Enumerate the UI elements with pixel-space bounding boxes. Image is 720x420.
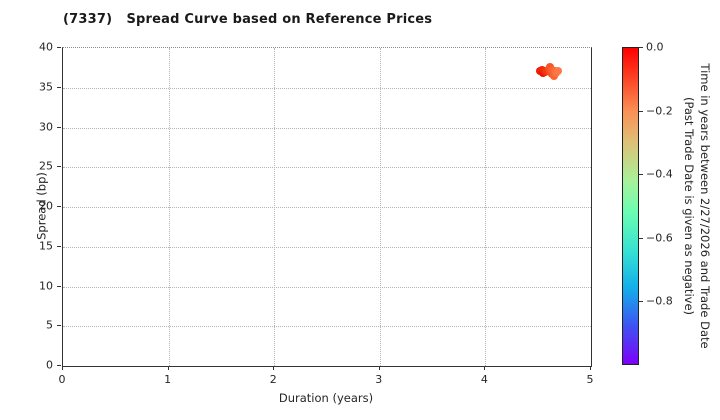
y-tick-mark — [57, 285, 61, 287]
chart-title: (7337) Spread Curve based on Reference P… — [63, 12, 433, 27]
y-tick-mark — [57, 47, 61, 48]
y-tick-mark — [57, 365, 61, 366]
y-tick-mark — [57, 206, 61, 207]
x-tick-mark — [484, 366, 486, 370]
colorbar-tick-mark — [639, 237, 643, 239]
colorbar-label-line1: Time in years between 2/27/2026 and Trad… — [698, 63, 712, 349]
colorbar-tick-label: −0.6 — [646, 231, 673, 245]
colorbar-tick-mark — [639, 47, 643, 48]
y-tick-label: 15 — [39, 239, 53, 253]
y-tick-label: 30 — [39, 120, 53, 133]
x-tick-label: 0 — [58, 373, 66, 386]
colorbar-tick-mark — [639, 174, 643, 176]
y-tick-mark — [57, 325, 61, 327]
x-tick-label: 1 — [164, 373, 172, 386]
y-tick-mark — [57, 86, 61, 88]
y-gridline — [63, 246, 591, 248]
colorbar-tick-label: −0.2 — [646, 104, 673, 118]
y-gridline — [63, 326, 591, 328]
colorbar-tick-label: −0.4 — [646, 167, 673, 181]
y-tick-label: 25 — [39, 159, 53, 173]
y-gridline — [63, 207, 591, 208]
colorbar-label: Time in years between 2/27/2026 and Trad… — [681, 63, 713, 348]
colorbar-tick-mark — [639, 110, 643, 112]
x-tick-label: 5 — [586, 373, 594, 386]
y-tick-mark — [57, 245, 61, 247]
y-gridline — [63, 87, 591, 89]
y-tick-label: 10 — [39, 279, 53, 292]
y-tick-label: 20 — [39, 199, 53, 213]
colorbar-tick-label: 0.0 — [646, 40, 664, 54]
x-tick-mark — [378, 366, 380, 370]
y-tick-mark — [57, 166, 61, 168]
y-tick-label: 40 — [39, 40, 53, 54]
y-tick-label: 5 — [46, 318, 53, 332]
x-tick-mark — [590, 366, 591, 370]
y-tick-label: 35 — [39, 80, 53, 94]
plot-area — [62, 47, 592, 367]
scatter-point — [553, 67, 562, 76]
colorbar-tick-label: −0.8 — [646, 294, 673, 308]
y-gridline — [63, 167, 591, 169]
x-tick-mark — [273, 366, 275, 370]
colorbar-label-line2: (Past Trade Date is given as negative) — [682, 96, 696, 316]
y-gridline — [63, 286, 591, 288]
x-tick-label: 2 — [269, 373, 277, 386]
x-axis-label: Duration (years) — [278, 391, 374, 405]
x-tick-mark — [167, 366, 169, 370]
x-tick-label: 4 — [480, 373, 488, 386]
colorbar-tick-mark — [639, 301, 643, 303]
x-tick-label: 3 — [375, 373, 383, 386]
x-tick-mark — [62, 366, 63, 370]
y-tick-mark — [57, 126, 61, 128]
colorbar — [622, 47, 639, 365]
y-gridline — [63, 127, 591, 129]
y-tick-label: 0 — [46, 358, 53, 372]
